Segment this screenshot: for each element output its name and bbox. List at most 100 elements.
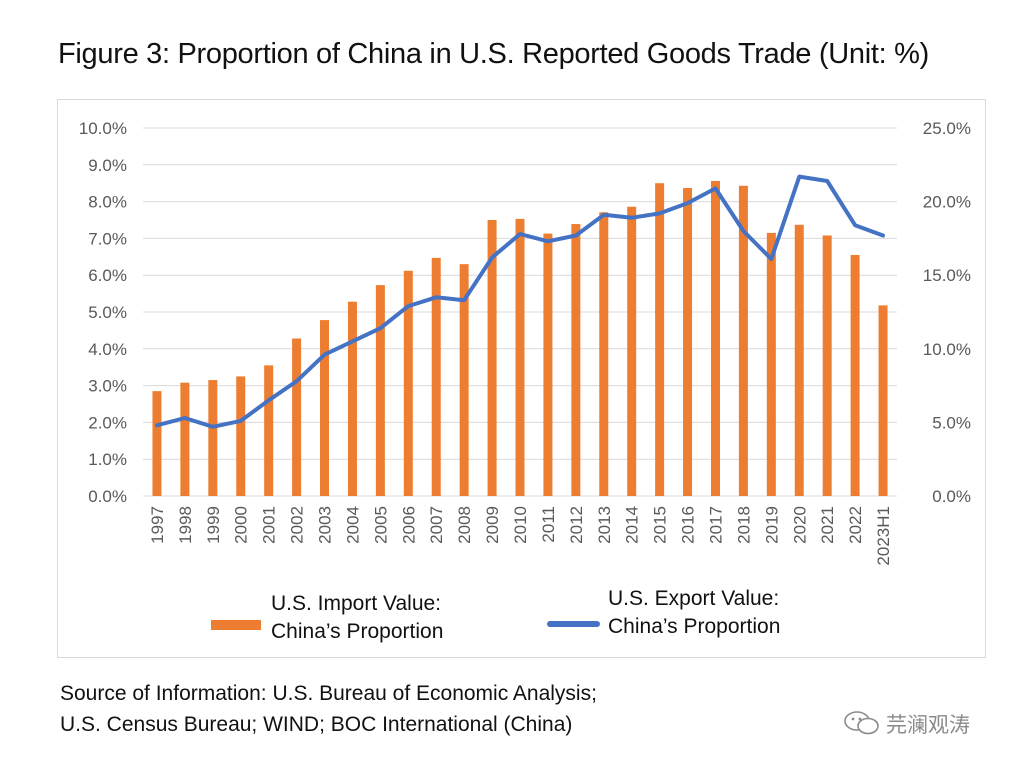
bar <box>738 185 748 496</box>
x-tick-label: 2015 <box>651 506 670 544</box>
line-point <box>240 420 242 422</box>
line-point <box>631 217 633 219</box>
y-left-tick-label: 4.0% <box>88 340 127 359</box>
line-point <box>351 340 353 342</box>
bar <box>487 220 497 496</box>
y-right-tick-label: 25.0% <box>923 119 971 138</box>
line-point <box>742 230 744 232</box>
chart-frame <box>57 99 986 658</box>
y-left-tick-label: 10.0% <box>79 119 127 138</box>
y-right-tick-label: 0.0% <box>932 487 971 506</box>
x-tick-label: 2007 <box>427 506 446 544</box>
bar <box>375 285 385 496</box>
line-point <box>547 240 549 242</box>
line-point <box>268 399 270 401</box>
line-point <box>379 327 381 329</box>
line-point <box>156 424 158 426</box>
y-left-tick-label: 5.0% <box>88 303 127 322</box>
bar <box>822 235 832 496</box>
y-left-tick-label: 3.0% <box>88 377 127 396</box>
bar <box>347 301 357 496</box>
y-left-tick-label: 9.0% <box>88 156 127 175</box>
line-point <box>212 426 214 428</box>
source-note: Source of Information: U.S. Bureau of Ec… <box>60 678 597 740</box>
x-tick-label: 1998 <box>176 506 195 544</box>
y-right-tick-label: 20.0% <box>923 193 971 212</box>
bar <box>180 382 190 496</box>
y-left-tick-label: 1.0% <box>88 450 127 469</box>
x-tick-label: 2022 <box>846 506 865 544</box>
y-left-tick-label: 2.0% <box>88 413 127 432</box>
x-tick-label: 2014 <box>623 506 642 544</box>
y-right-tick-label: 15.0% <box>923 266 971 285</box>
y-left-tick-label: 7.0% <box>88 229 127 248</box>
x-tick-label: 1997 <box>148 506 167 544</box>
bar <box>403 270 413 496</box>
line-point <box>575 234 577 236</box>
x-tick-label: 2005 <box>371 506 390 544</box>
x-tick-label: 2003 <box>316 506 335 544</box>
x-tick-label: 2002 <box>288 506 307 544</box>
line-point <box>184 417 186 419</box>
legend-export-swatch <box>547 621 600 627</box>
line-point <box>854 224 856 226</box>
x-tick-label: 2019 <box>762 506 781 544</box>
line-point <box>826 180 828 182</box>
line-point <box>296 380 298 382</box>
line-point <box>714 187 716 189</box>
x-tick-label: 1999 <box>204 506 223 544</box>
bar <box>431 257 441 496</box>
x-tick-label: 2020 <box>790 506 809 544</box>
x-tick-label: 2013 <box>595 506 614 544</box>
y-left-tick-label: 8.0% <box>88 193 127 212</box>
line-point <box>324 354 326 356</box>
bar <box>543 233 553 496</box>
legend-import-line2: China’s Proportion <box>271 620 444 643</box>
x-tick-label: 2010 <box>511 506 530 544</box>
x-tick-label: 2004 <box>343 506 362 544</box>
bar <box>459 264 469 496</box>
bar <box>794 224 804 496</box>
wechat-icon <box>844 711 879 735</box>
line-point <box>407 305 409 307</box>
bar <box>320 320 330 496</box>
line-point <box>463 299 465 301</box>
line-point <box>687 202 689 204</box>
source-line-2: U.S. Census Bureau; WIND; BOC Internatio… <box>60 713 573 736</box>
source-line-1: Source of Information: U.S. Bureau of Ec… <box>60 682 597 705</box>
line-point <box>491 257 493 259</box>
bar <box>152 391 162 496</box>
x-tick-label: 2021 <box>818 506 837 544</box>
line-point <box>798 176 800 178</box>
line-point <box>519 233 521 235</box>
bar <box>850 254 860 496</box>
y-right-tick-label: 5.0% <box>932 413 971 432</box>
bar <box>878 305 888 496</box>
watermark-text: 芫澜观涛 <box>886 714 970 737</box>
x-tick-label: 2001 <box>260 506 279 544</box>
bar <box>208 380 218 496</box>
bar <box>264 365 274 496</box>
bar <box>515 218 525 496</box>
bar <box>766 232 776 496</box>
bar <box>571 224 581 496</box>
bar <box>599 212 609 496</box>
x-tick-label: 2008 <box>455 506 474 544</box>
line-point <box>603 214 605 216</box>
x-tick-label: 2018 <box>734 506 753 544</box>
chart-title: Figure 3: Proportion of China in U.S. Re… <box>58 38 929 70</box>
x-tick-label: 2009 <box>483 506 502 544</box>
legend-import-line1: U.S. Import Value: <box>271 592 442 615</box>
legend-export-line1: U.S. Export Value: <box>608 587 780 610</box>
x-tick-label: 2000 <box>232 506 251 544</box>
y-left-tick-label: 0.0% <box>88 487 127 506</box>
x-tick-label: 2023H1 <box>874 506 893 566</box>
bar <box>655 183 665 496</box>
bar <box>710 180 720 496</box>
x-tick-label: 2006 <box>399 506 418 544</box>
line-point <box>882 234 884 236</box>
x-tick-label: 2017 <box>706 506 725 544</box>
bar <box>683 187 693 496</box>
line-point <box>435 296 437 298</box>
